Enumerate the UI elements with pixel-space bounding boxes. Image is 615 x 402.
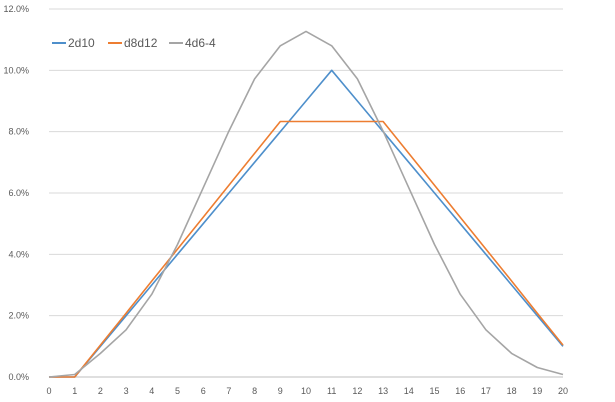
x-tick-label: 12: [352, 386, 362, 396]
x-tick-label: 7: [226, 386, 231, 396]
series-lines: [48, 30, 564, 378]
x-tick-label: 9: [278, 386, 283, 396]
x-tick-label: 0: [46, 386, 51, 396]
x-tick-label: 4: [149, 386, 154, 396]
x-tick-label: 2: [98, 386, 103, 396]
y-tick-label: 10.0%: [3, 65, 29, 75]
legend: 2d10 d8d12 4d6-4: [52, 36, 216, 50]
legend-label-2d10: 2d10: [68, 36, 95, 50]
x-axis-tick-labels: 0 1 2 3 4 5 6 7 8 9 10 11 12 13 14 15 16 17 18 19 20: [46, 386, 568, 396]
x-tick-label: 6: [201, 386, 206, 396]
x-tick-label: 11: [327, 386, 336, 396]
x-tick-label: 19: [532, 386, 542, 396]
x-tick-label: 18: [507, 386, 517, 396]
x-tick-label: 3: [124, 386, 129, 396]
y-tick-label: 8.0%: [8, 127, 29, 137]
y-tick-label: 0.0%: [8, 372, 29, 382]
y-tick-label: 6.0%: [8, 188, 29, 198]
x-tick-label: 5: [175, 386, 180, 396]
x-tick-label: 10: [301, 386, 311, 396]
x-tick-label: 20: [558, 386, 568, 396]
legend-label-d8d12: d8d12: [124, 36, 158, 50]
x-tick-label: 1: [72, 386, 77, 396]
y-tick-label: 2.0%: [8, 311, 29, 321]
x-tick-label: 13: [378, 386, 388, 396]
series-line-2d10: [49, 69, 564, 378]
x-tick-label: 15: [429, 386, 439, 396]
x-tick-label: 17: [481, 386, 491, 396]
x-tick-label: 8: [252, 386, 257, 396]
y-tick-label: 4.0%: [8, 249, 29, 259]
y-tick-label: 12.0%: [3, 4, 29, 14]
x-tick-label: 14: [404, 386, 414, 396]
series-line-4d6-4: [48, 30, 564, 378]
series-line-d8d12: [49, 120, 564, 378]
y-axis-tick-labels: 0.0% 2.0% 4.0% 6.0% 8.0% 10.0% 12.0%: [3, 4, 29, 382]
gridlines: [49, 8, 563, 378]
legend-label-4d6-4: 4d6-4: [185, 36, 216, 50]
x-tick-label: 16: [455, 386, 465, 396]
